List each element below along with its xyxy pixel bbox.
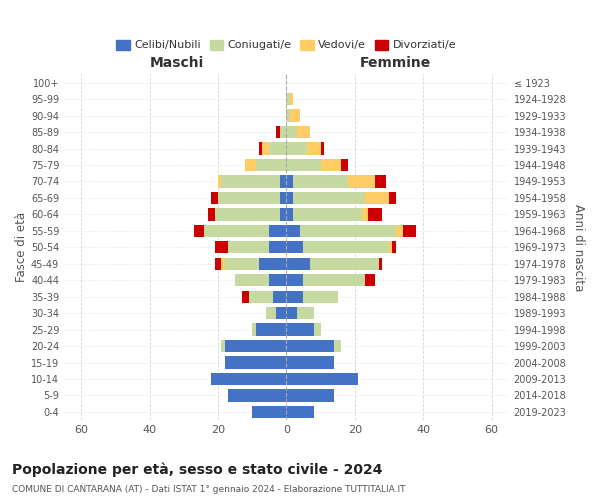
- Bar: [304, 274, 365, 286]
- Text: Popolazione per età, sesso e stato civile - 2024: Popolazione per età, sesso e stato civil…: [12, 462, 383, 477]
- Bar: [320, 159, 341, 171]
- Bar: [221, 176, 280, 188]
- Bar: [286, 224, 300, 237]
- Bar: [296, 126, 310, 138]
- Bar: [300, 224, 396, 237]
- Bar: [276, 126, 280, 138]
- Bar: [269, 142, 286, 154]
- Bar: [286, 93, 290, 106]
- Bar: [334, 340, 341, 352]
- Bar: [204, 224, 269, 237]
- Bar: [286, 406, 314, 418]
- Bar: [286, 208, 293, 220]
- Bar: [376, 176, 386, 188]
- Text: Femmine: Femmine: [360, 56, 431, 70]
- Bar: [286, 241, 304, 254]
- Bar: [403, 224, 416, 237]
- Bar: [276, 307, 286, 320]
- Bar: [286, 307, 296, 320]
- Y-axis label: Fasce di età: Fasce di età: [15, 212, 28, 282]
- Bar: [252, 324, 256, 336]
- Bar: [286, 126, 296, 138]
- Bar: [225, 356, 286, 368]
- Bar: [348, 176, 376, 188]
- Bar: [320, 142, 324, 154]
- Bar: [262, 142, 269, 154]
- Bar: [249, 290, 272, 303]
- Bar: [211, 192, 218, 204]
- Bar: [286, 159, 320, 171]
- Bar: [293, 208, 362, 220]
- Bar: [304, 241, 389, 254]
- Bar: [379, 258, 382, 270]
- Bar: [225, 340, 286, 352]
- Bar: [389, 241, 392, 254]
- Bar: [314, 324, 320, 336]
- Bar: [280, 126, 286, 138]
- Bar: [293, 192, 365, 204]
- Bar: [280, 192, 286, 204]
- Bar: [242, 290, 249, 303]
- Bar: [272, 290, 286, 303]
- Bar: [256, 324, 286, 336]
- Bar: [280, 208, 286, 220]
- Bar: [290, 110, 300, 122]
- Bar: [286, 142, 307, 154]
- Bar: [396, 224, 403, 237]
- Bar: [280, 176, 286, 188]
- Bar: [365, 274, 376, 286]
- Bar: [310, 258, 379, 270]
- Bar: [221, 340, 225, 352]
- Bar: [194, 224, 204, 237]
- Bar: [293, 176, 348, 188]
- Bar: [221, 258, 225, 270]
- Bar: [245, 159, 256, 171]
- Bar: [218, 192, 280, 204]
- Bar: [208, 208, 215, 220]
- Bar: [290, 93, 293, 106]
- Bar: [269, 224, 286, 237]
- Text: Maschi: Maschi: [150, 56, 204, 70]
- Bar: [269, 241, 286, 254]
- Bar: [269, 274, 286, 286]
- Bar: [286, 340, 334, 352]
- Bar: [286, 324, 314, 336]
- Bar: [286, 192, 293, 204]
- Bar: [286, 356, 334, 368]
- Bar: [215, 258, 221, 270]
- Bar: [218, 176, 221, 188]
- Bar: [307, 142, 320, 154]
- Bar: [266, 307, 276, 320]
- Bar: [286, 110, 290, 122]
- Bar: [225, 258, 259, 270]
- Bar: [259, 142, 262, 154]
- Bar: [215, 208, 280, 220]
- Bar: [286, 176, 293, 188]
- Legend: Celibi/Nubili, Coniugati/e, Vedovi/e, Divorziati/e: Celibi/Nubili, Coniugati/e, Vedovi/e, Di…: [112, 35, 461, 55]
- Bar: [362, 208, 368, 220]
- Bar: [211, 373, 286, 385]
- Bar: [286, 373, 358, 385]
- Bar: [368, 208, 382, 220]
- Bar: [296, 307, 314, 320]
- Bar: [228, 241, 269, 254]
- Bar: [365, 192, 389, 204]
- Bar: [235, 274, 269, 286]
- Bar: [259, 258, 286, 270]
- Bar: [286, 290, 304, 303]
- Bar: [304, 290, 338, 303]
- Bar: [389, 192, 396, 204]
- Bar: [215, 241, 228, 254]
- Bar: [256, 159, 286, 171]
- Y-axis label: Anni di nascita: Anni di nascita: [572, 204, 585, 291]
- Bar: [286, 274, 304, 286]
- Bar: [286, 258, 310, 270]
- Bar: [286, 390, 334, 402]
- Text: COMUNE DI CANTARANA (AT) - Dati ISTAT 1° gennaio 2024 - Elaborazione TUTTITALIA.: COMUNE DI CANTARANA (AT) - Dati ISTAT 1°…: [12, 485, 406, 494]
- Bar: [252, 406, 286, 418]
- Bar: [341, 159, 348, 171]
- Bar: [228, 390, 286, 402]
- Bar: [392, 241, 396, 254]
